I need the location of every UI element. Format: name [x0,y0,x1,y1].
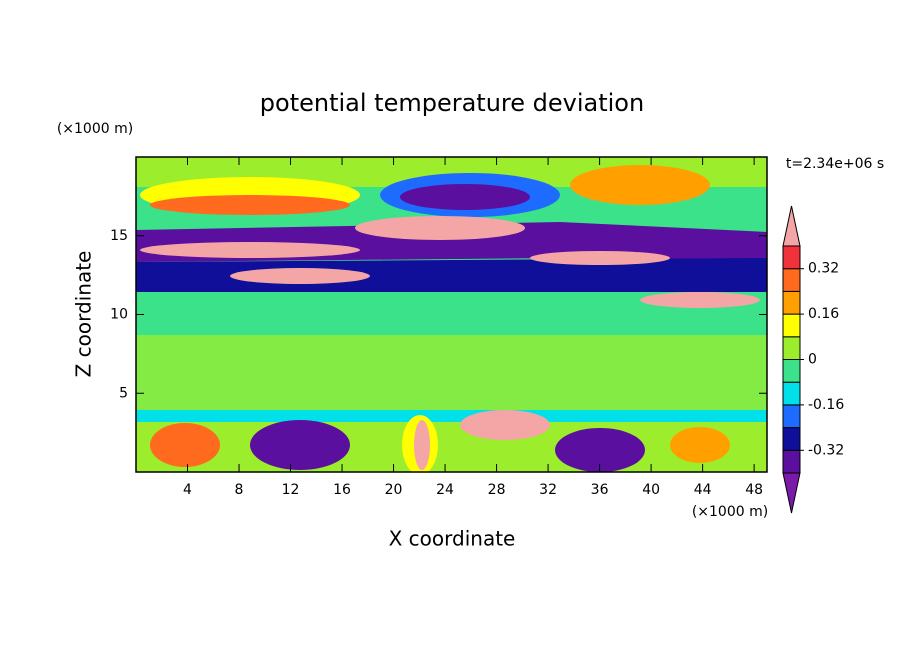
colorbar-box [782,359,801,383]
field-region [570,165,710,205]
field-region [640,292,760,308]
colorbar-box [782,336,801,360]
field-region [530,251,670,265]
y-axis-label: Z coordinate [72,251,96,378]
field-region [555,428,645,472]
field-region [460,410,550,440]
colorbar-tick-label: -0.16 [808,397,844,413]
chart-title: potential temperature deviation [260,89,644,117]
x-tick-label: 28 [488,482,506,498]
x-tick-label: 20 [385,482,403,498]
field-region [250,420,350,470]
colorbar-box [782,268,801,292]
y-unit: (×1000 m) [57,121,133,137]
colorbar-triangle [782,472,801,514]
colorbar-box [782,290,801,315]
colorbar-box [782,245,801,270]
x-tick-label: 40 [642,482,660,498]
x-tick-label: 12 [282,482,300,498]
field-region [136,410,767,422]
colorbar-box [782,449,801,474]
colorbar-triangle [782,205,801,247]
x-axis-label: X coordinate [389,527,516,551]
x-unit: (×1000 m) [692,504,768,520]
x-tick-label: 32 [539,482,557,498]
field-region [150,423,220,467]
y-tick-label: 15 [110,228,128,244]
colorbar-box [782,404,801,429]
x-tick-label: 48 [745,482,763,498]
field-region [140,242,360,258]
x-tick-label: 36 [591,482,609,498]
field-region [136,335,767,410]
x-tick-label: 16 [333,482,351,498]
colorbar-box [782,381,801,406]
contour-field [136,157,767,472]
colorbar-tick-label: 0.32 [808,261,839,277]
field-region [670,427,730,463]
colorbar-tick-label: -0.32 [808,442,844,458]
annotation: t=2.34e+06 s [786,156,884,172]
field-region [355,216,525,240]
y-tick-label: 10 [110,307,128,323]
y-tick-label: 5 [119,385,128,401]
x-tick-label: 8 [235,482,244,498]
field-region [150,195,350,215]
x-tick-label: 44 [694,482,712,498]
field-region [414,420,430,470]
field-region [136,422,767,472]
colorbar-tick-label: 0 [808,352,817,368]
x-tick-label: 4 [183,482,192,498]
colorbar-box [782,427,801,451]
field-region [230,268,370,284]
colorbar-box [782,313,801,338]
x-tick-label: 24 [436,482,454,498]
field-region [400,184,530,210]
colorbar-tick-label: 0.16 [808,306,839,322]
